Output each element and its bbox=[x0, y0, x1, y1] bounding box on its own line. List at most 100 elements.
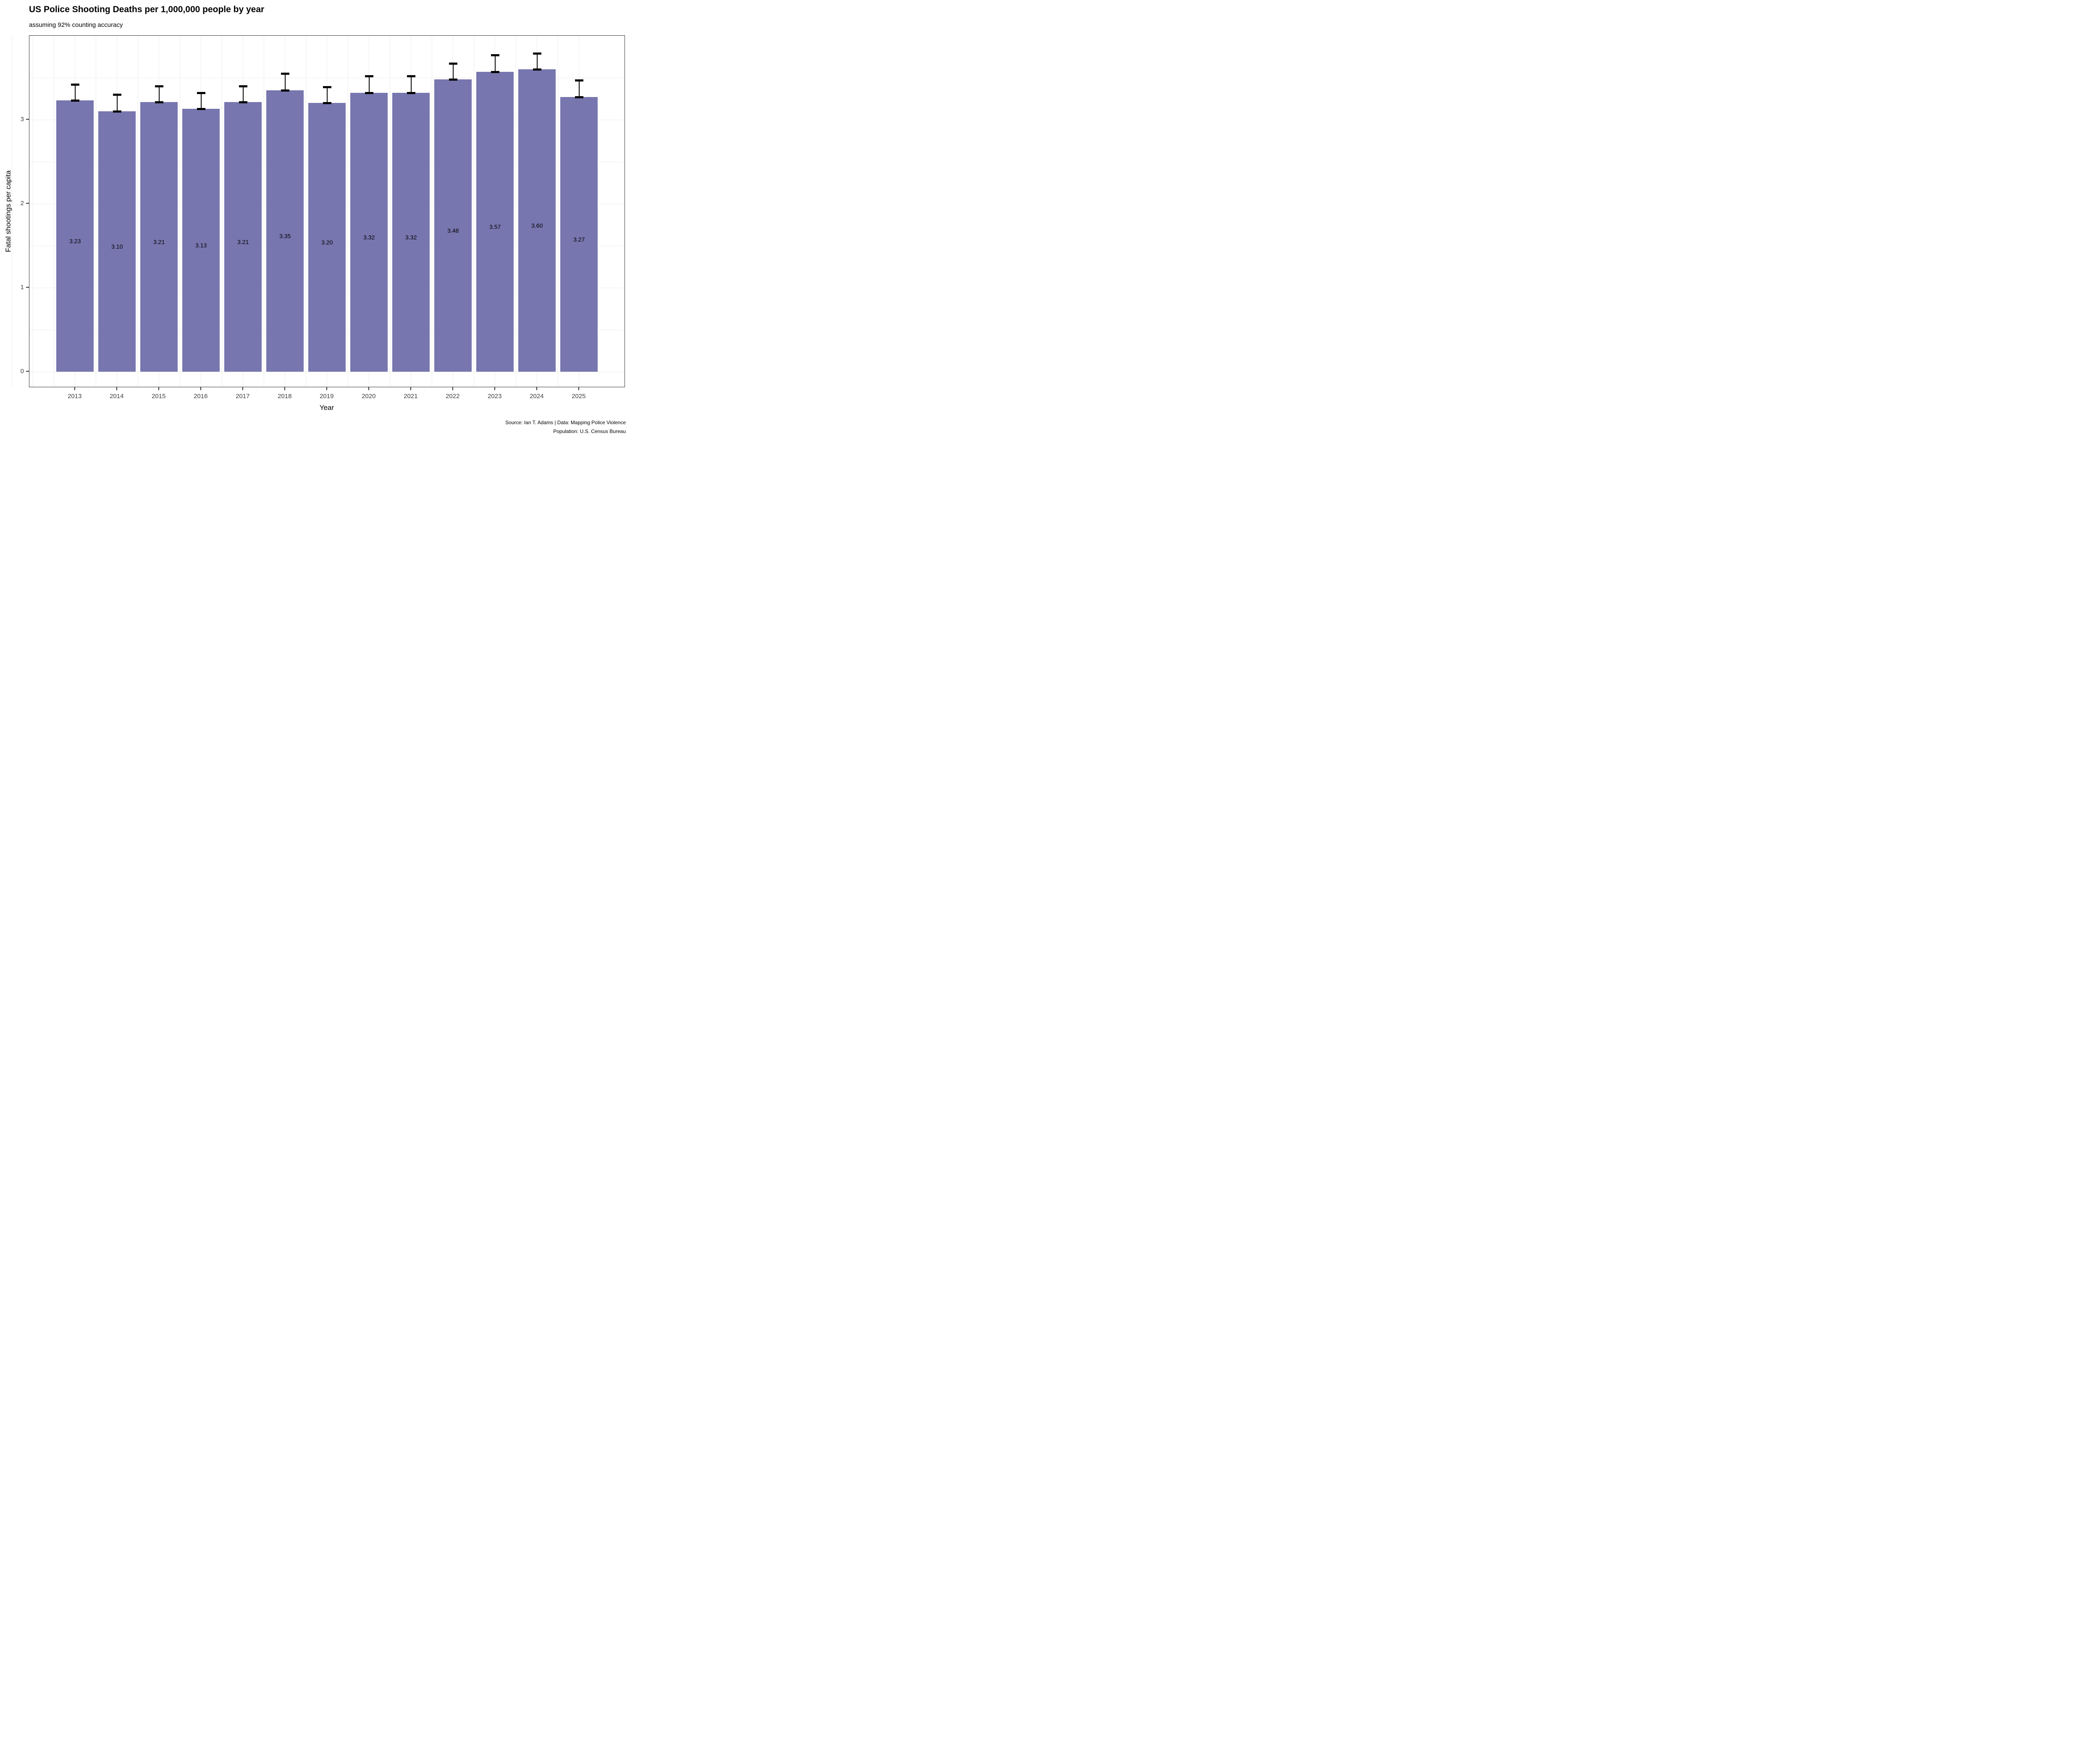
y-axis-tick-label-2: 2 bbox=[20, 200, 24, 207]
x-axis-tick-label-2023: 2023 bbox=[488, 393, 502, 400]
bar-2021 bbox=[392, 93, 430, 372]
bar-2022 bbox=[434, 79, 472, 372]
chart-subtitle: assuming 92% counting accuracy bbox=[29, 21, 123, 29]
caption: Source: Ian T. Adams | Data: Mapping Pol… bbox=[505, 418, 626, 436]
errorbar-cap-lower-2017 bbox=[239, 101, 247, 103]
x-axis-tick-2025 bbox=[578, 387, 579, 390]
x-axis-tick-2013 bbox=[74, 387, 75, 390]
caption-line-1: Source: Ian T. Adams | Data: Mapping Pol… bbox=[505, 420, 626, 425]
y-axis-tick-label-3: 3 bbox=[20, 116, 24, 123]
x-axis-tick-label-2016: 2016 bbox=[194, 393, 208, 400]
errorbar-cap-upper-2018 bbox=[281, 72, 289, 75]
x-axis-tick-label-2019: 2019 bbox=[320, 393, 334, 400]
bar-2020 bbox=[350, 93, 388, 372]
x-axis-tick-2018 bbox=[284, 387, 285, 390]
y-axis-tick-label-0: 0 bbox=[20, 368, 24, 375]
y-axis-title: Fatal shootings per capita bbox=[4, 170, 12, 252]
plot-panel: 3.23 3.10 3.21 3.13 3.21 3.35 3.20 3.32 3.32 3.48… bbox=[12, 35, 625, 387]
errorbar-cap-lower-2018 bbox=[281, 89, 289, 92]
errorbar-cap-upper-2014 bbox=[113, 93, 121, 96]
errorbar-cap-upper-2021 bbox=[407, 75, 415, 77]
x-axis-tick-2017 bbox=[242, 387, 243, 390]
x-axis-tick-label-2024: 2024 bbox=[530, 393, 544, 400]
x-axis-tick-label-2025: 2025 bbox=[572, 393, 586, 400]
errorbar-cap-lower-2021 bbox=[407, 92, 415, 94]
bar-2018 bbox=[266, 90, 304, 372]
bar-value-label-2017: 3.21 bbox=[237, 239, 249, 246]
errorbar-cap-lower-2013 bbox=[71, 99, 79, 102]
errorbar-cap-upper-2020 bbox=[365, 75, 373, 77]
errorbar-cap-lower-2019 bbox=[323, 102, 331, 104]
errorbar-cap-upper-2013 bbox=[71, 83, 79, 86]
police-shootings-bar-chart: US Police Shooting Deaths per 1,000,000 … bbox=[0, 0, 630, 441]
errorbar-line-2025 bbox=[578, 80, 580, 97]
y-axis-tick-0 bbox=[26, 371, 29, 372]
x-axis-title: Year bbox=[319, 404, 334, 412]
errorbar-cap-lower-2023 bbox=[491, 71, 499, 73]
bar-2025 bbox=[560, 97, 598, 372]
errorbar-cap-upper-2025 bbox=[575, 79, 583, 81]
x-axis-tick-2022 bbox=[452, 387, 453, 390]
chart-title: US Police Shooting Deaths per 1,000,000 … bbox=[29, 5, 265, 14]
errorbar-cap-upper-2015 bbox=[155, 85, 163, 87]
bar-value-label-2013: 3.23 bbox=[69, 238, 81, 245]
errorbar-cap-upper-2017 bbox=[239, 85, 247, 87]
errorbar-cap-lower-2016 bbox=[197, 108, 205, 110]
errorbar-cap-lower-2020 bbox=[365, 92, 373, 94]
bar-value-label-2021: 3.32 bbox=[405, 234, 417, 241]
y-axis-tick-3 bbox=[26, 119, 29, 120]
errorbar-line-2022 bbox=[452, 63, 454, 80]
bar-2024 bbox=[518, 69, 556, 372]
errorbar-line-2024 bbox=[536, 53, 538, 70]
x-axis-tick-2019 bbox=[326, 387, 327, 390]
bar-value-label-2015: 3.21 bbox=[153, 239, 165, 246]
errorbar-cap-upper-2019 bbox=[323, 86, 331, 88]
x-axis-tick-label-2014: 2014 bbox=[110, 393, 124, 400]
errorbar-line-2017 bbox=[242, 86, 244, 102]
errorbar-line-2020 bbox=[368, 76, 370, 93]
bar-value-label-2019: 3.20 bbox=[321, 239, 333, 246]
errorbar-cap-lower-2025 bbox=[575, 96, 583, 98]
bar-value-label-2024: 3.60 bbox=[531, 222, 543, 229]
bar-2019 bbox=[308, 103, 346, 372]
x-axis-tick-2016 bbox=[200, 387, 201, 390]
x-axis-tick-label-2020: 2020 bbox=[362, 393, 376, 400]
y-axis-tick-label-1: 1 bbox=[20, 284, 24, 291]
x-axis-tick-label-2017: 2017 bbox=[236, 393, 250, 400]
bar-2013 bbox=[56, 100, 94, 372]
y-axis-tick-1 bbox=[26, 287, 29, 288]
errorbar-cap-lower-2022 bbox=[449, 78, 457, 81]
bar-value-label-2022: 3.48 bbox=[447, 227, 459, 234]
x-axis-tick-label-2015: 2015 bbox=[152, 393, 166, 400]
errorbar-line-2014 bbox=[116, 94, 118, 112]
bar-value-label-2020: 3.32 bbox=[363, 234, 375, 241]
errorbar-line-2013 bbox=[74, 84, 76, 101]
y-axis-tick-2 bbox=[26, 203, 29, 204]
bar-2014 bbox=[98, 111, 136, 372]
bar-2016 bbox=[182, 109, 220, 372]
errorbar-cap-lower-2014 bbox=[113, 110, 121, 113]
x-axis-tick-label-2022: 2022 bbox=[446, 393, 460, 400]
x-axis-tick-2020 bbox=[368, 387, 369, 390]
errorbar-line-2015 bbox=[158, 86, 160, 102]
bar-2017 bbox=[224, 102, 262, 372]
errorbar-line-2016 bbox=[200, 93, 202, 109]
caption-line-2: Population: U.S. Census Bureau bbox=[553, 428, 626, 434]
errorbar-line-2018 bbox=[284, 74, 286, 91]
x-axis-tick-2021 bbox=[410, 387, 411, 390]
errorbar-cap-upper-2024 bbox=[533, 52, 541, 55]
x-axis-tick-2015 bbox=[158, 387, 159, 390]
x-axis-tick-label-2013: 2013 bbox=[68, 393, 82, 400]
bar-value-label-2014: 3.10 bbox=[111, 243, 123, 250]
x-axis-tick-2024 bbox=[536, 387, 537, 390]
x-axis-tick-2014 bbox=[116, 387, 117, 390]
bar-value-label-2023: 3.57 bbox=[489, 223, 501, 231]
bar-value-label-2018: 3.35 bbox=[279, 233, 291, 240]
errorbar-line-2019 bbox=[326, 87, 328, 103]
x-axis-tick-2023 bbox=[494, 387, 495, 390]
x-axis-tick-label-2018: 2018 bbox=[278, 393, 292, 400]
errorbar-cap-upper-2023 bbox=[491, 54, 499, 56]
errorbar-line-2023 bbox=[494, 55, 496, 72]
errorbar-cap-upper-2022 bbox=[449, 62, 457, 65]
x-axis-tick-label-2021: 2021 bbox=[404, 393, 418, 400]
